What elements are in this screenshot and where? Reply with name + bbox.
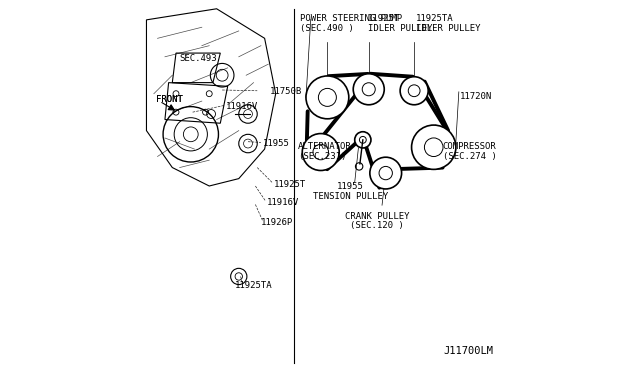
Text: (SEC.120 ): (SEC.120 ) — [350, 221, 404, 230]
Circle shape — [353, 74, 384, 105]
Text: 11955: 11955 — [263, 139, 290, 148]
Text: J11700LM: J11700LM — [444, 346, 493, 356]
Text: FRONT: FRONT — [156, 95, 182, 104]
Text: SEC.493: SEC.493 — [180, 54, 218, 63]
Text: (SEC.490 ): (SEC.490 ) — [300, 23, 353, 32]
Text: IDLER PULLEY: IDLER PULLEY — [368, 23, 433, 32]
Circle shape — [400, 77, 428, 105]
Text: 11925TA: 11925TA — [235, 281, 273, 290]
Text: FRONT: FRONT — [156, 95, 182, 104]
Text: 11925T: 11925T — [368, 14, 400, 23]
Text: (SEC.274 ): (SEC.274 ) — [443, 152, 497, 161]
Text: 11925T: 11925T — [274, 180, 306, 189]
Circle shape — [412, 125, 456, 169]
Text: 11916V: 11916V — [266, 198, 299, 207]
Circle shape — [306, 76, 349, 119]
Text: 11925TA: 11925TA — [416, 14, 454, 23]
Text: (SEC.231): (SEC.231) — [298, 152, 346, 161]
Text: 11720N: 11720N — [460, 92, 492, 101]
Text: 11916V: 11916V — [226, 102, 258, 111]
Text: ALTERNATOR: ALTERNATOR — [298, 142, 351, 151]
Text: 11926P: 11926P — [261, 218, 293, 227]
Text: IDLER PULLEY: IDLER PULLEY — [416, 23, 481, 32]
Text: COMPRESSOR: COMPRESSOR — [443, 142, 497, 151]
Text: TENSION PULLEY: TENSION PULLEY — [313, 192, 388, 201]
Circle shape — [302, 134, 339, 170]
Text: 11750B: 11750B — [270, 87, 303, 96]
Text: CRANK PULLEY: CRANK PULLEY — [345, 212, 410, 221]
Text: 11955: 11955 — [337, 182, 364, 191]
Circle shape — [355, 132, 371, 148]
Text: POWER STEERING PUMP: POWER STEERING PUMP — [300, 14, 402, 23]
Circle shape — [370, 157, 401, 189]
